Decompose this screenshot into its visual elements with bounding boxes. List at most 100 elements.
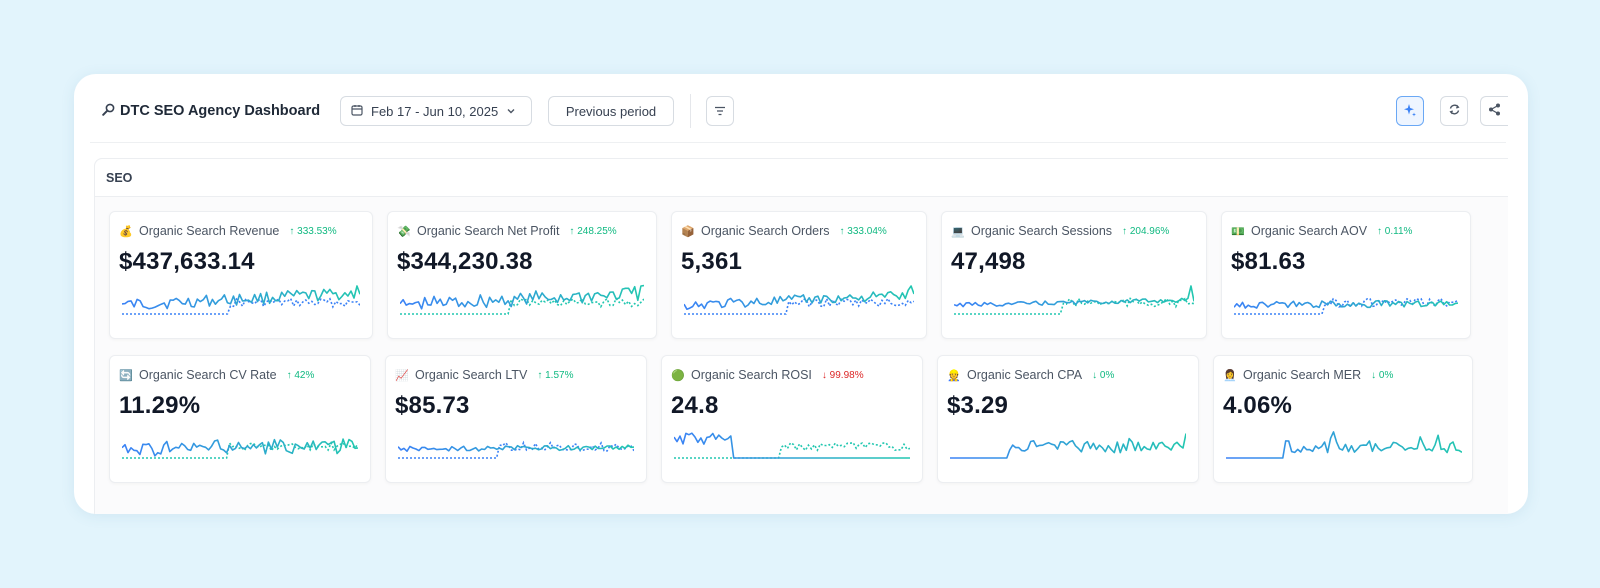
metric-card-cpa[interactable]: 👷 Organic Search CPA ↓ 0% $3.29 [937, 355, 1199, 483]
refresh-icon [1448, 103, 1461, 119]
share-icon [1488, 103, 1501, 119]
metric-change: ↑ 248.25% [569, 225, 617, 237]
toolbar-divider-line [90, 142, 1506, 143]
metric-change: ↓ 99.98% [821, 369, 864, 381]
dollar-bill-icon: 💵 [1231, 225, 1245, 238]
compare-period-label: Previous period [565, 103, 657, 119]
sparkline-current [398, 444, 634, 453]
date-range-picker[interactable]: Feb 17 - Jun 10, 2025 [340, 96, 532, 126]
money-bag-icon: 💰 [119, 225, 133, 238]
sparkline-chart [398, 440, 634, 459]
metric-name: Organic Search CV Rate [139, 368, 277, 382]
metric-change: ↑ 42% [286, 369, 315, 381]
sparkle-icon [1403, 103, 1417, 120]
sparkline-current [1234, 299, 1458, 309]
laptop-icon: 💻 [951, 225, 965, 238]
ai-assistant-button[interactable] [1396, 96, 1424, 126]
magnifier-icon [102, 103, 115, 119]
metric-name: Organic Search Orders [701, 224, 830, 238]
seo-section: SEO 💰 Organic Search Revenue ↑ 333.53% $43… [94, 158, 1508, 514]
dashboard-title: DTC SEO Agency Dashboard [102, 101, 320, 121]
metric-name: Organic Search LTV [415, 368, 528, 382]
sparkline-chart [1234, 297, 1458, 315]
sparkline-previous [674, 441, 910, 459]
refresh-button[interactable] [1440, 96, 1468, 126]
metric-value: 5,361 [681, 248, 743, 275]
section-header: SEO [95, 159, 1508, 197]
calendar-icon [351, 104, 363, 119]
sparkline-current [684, 285, 914, 311]
sparkline-chart [954, 285, 1194, 315]
green-circle-icon: 🟢 [671, 369, 685, 382]
metric-value: $81.63 [1231, 248, 1306, 275]
metric-change: ↓ 0% [1092, 369, 1115, 381]
metric-card-aov[interactable]: 💵 Organic Search AOV ↑ 0.11% $81.63 [1221, 211, 1471, 339]
sparkline-current [122, 285, 360, 310]
metric-change: ↓ 0% [1371, 369, 1394, 381]
metric-card-sessions[interactable]: 💻 Organic Search Sessions ↑ 204.96% 47,498 [941, 211, 1207, 339]
metric-value: 11.29% [119, 392, 201, 419]
toolbar-divider [690, 94, 691, 128]
date-range-label: Feb 17 - Jun 10, 2025 [371, 103, 499, 119]
sparkline-previous [398, 440, 634, 459]
metric-card-orders[interactable]: 📦 Organic Search Orders ↑ 333.04% 5,361 [671, 211, 927, 339]
metric-name: Organic Search Sessions [971, 224, 1113, 238]
sparkline-current [954, 285, 1194, 308]
metric-name: Organic Search AOV [1251, 224, 1368, 238]
metric-name: Organic Search CPA [967, 368, 1083, 382]
metric-name: Organic Search Net Profit [417, 224, 560, 238]
sparkline-chart [674, 432, 910, 459]
sparkline-previous [954, 296, 1194, 315]
metric-card-ltv[interactable]: 📈 Organic Search LTV ↑ 1.57% $85.73 [385, 355, 647, 483]
sparkline-chart [950, 433, 1186, 459]
metric-name: Organic Search Revenue [139, 224, 280, 238]
sparkline-previous [684, 296, 914, 315]
metric-change: ↑ 204.96% [1122, 225, 1170, 237]
dashboard-toolbar: DTC SEO Agency Dashboard Feb 17 - Jun 10… [74, 74, 1528, 144]
metric-card-revenue[interactable]: 💰 Organic Search Revenue ↑ 333.53% $437,63… [109, 211, 373, 339]
dashboard-title-text: DTC SEO Agency Dashboard [120, 103, 321, 119]
metric-change: ↑ 333.04% [839, 225, 887, 237]
sparkline-previous [400, 296, 644, 315]
metric-card-mer[interactable]: 👩‍💼 Organic Search MER ↓ 0% 4.06% [1213, 355, 1473, 483]
metric-value: $3.29 [947, 392, 1009, 419]
metric-change: ↑ 333.53% [289, 225, 337, 237]
metric-card-cv-rate[interactable]: 🔄 Organic Search CV Rate ↑ 42% 11.29% [109, 355, 371, 483]
metric-value: $85.73 [395, 392, 470, 419]
package-icon: 📦 [681, 225, 695, 238]
money-wings-icon: 💸 [397, 225, 411, 238]
repeat-icon: 🔄 [119, 369, 133, 382]
metric-change: ↑ 0.11% [1377, 225, 1413, 237]
sparkline-current [1226, 431, 1462, 459]
metric-value: $437,633.14 [119, 248, 255, 275]
sparkline-current [950, 433, 1186, 459]
sparkline-current [400, 284, 644, 310]
sparkline-current [122, 438, 358, 457]
metric-name: Organic Search ROSI [691, 368, 812, 382]
office-worker-icon: 👩‍💼 [1223, 369, 1237, 382]
sparkline-previous [1234, 297, 1458, 315]
metric-card-rosi[interactable]: 🟢 Organic Search ROSI ↓ 99.98% 24.8 [661, 355, 923, 483]
metric-value: 4.06% [1223, 392, 1293, 419]
chevron-down-icon [506, 104, 516, 119]
sparkline-chart [1226, 431, 1462, 459]
metric-change: ↑ 1.57% [537, 369, 574, 381]
construction-worker-icon: 👷 [947, 369, 961, 382]
dashboard-card: DTC SEO Agency Dashboard Feb 17 - Jun 10… [74, 74, 1528, 514]
metric-value: 47,498 [951, 248, 1026, 275]
metrics-grid: 💰 Organic Search Revenue ↑ 333.53% $437,63… [95, 197, 1508, 514]
filter-button[interactable] [706, 96, 734, 126]
chart-up-icon: 📈 [395, 369, 409, 382]
sparkline-chart [400, 284, 644, 315]
share-button[interactable] [1480, 96, 1508, 126]
sparkline-previous [122, 297, 360, 315]
metric-value: 24.8 [671, 392, 719, 419]
section-title: SEO [106, 171, 133, 185]
metric-card-net-profit[interactable]: 💸 Organic Search Net Profit ↑ 248.25% $344… [387, 211, 657, 339]
metric-name: Organic Search MER [1243, 368, 1362, 382]
sparkline-chart [122, 285, 360, 315]
sparkline-current [674, 432, 910, 459]
compare-period-button[interactable]: Previous period [548, 96, 674, 126]
filter-icon [714, 104, 726, 119]
sparkline-chart [122, 438, 358, 459]
